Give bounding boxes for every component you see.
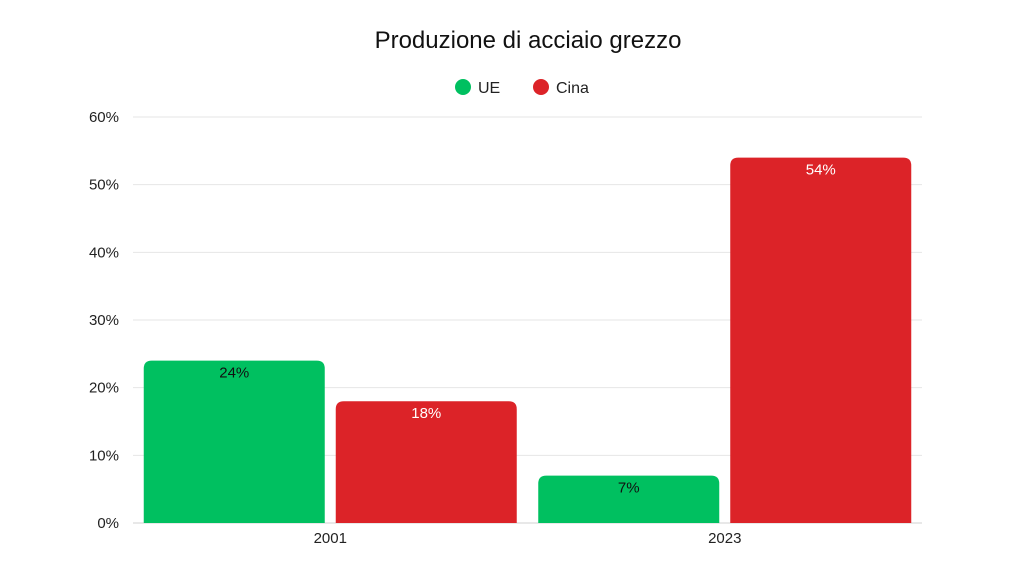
data-label: 24%	[219, 365, 249, 382]
bar-ue-2001[interactable]	[143, 360, 325, 523]
bar-ue-2023[interactable]	[538, 475, 720, 523]
y-tick-label: 10%	[89, 447, 119, 464]
data-label: 7%	[618, 480, 640, 497]
legend-label-cina: Cina	[556, 80, 589, 97]
legend-label-ue: UE	[478, 80, 500, 97]
bars: 24% 18% 7% 54%	[143, 157, 912, 523]
legend-swatch-cina	[533, 79, 549, 95]
legend-item-ue[interactable]: UE	[455, 79, 500, 97]
bar-cina-2023[interactable]	[730, 157, 912, 523]
data-label: 54%	[806, 162, 836, 179]
data-label: 18%	[411, 405, 441, 422]
y-tick-label: 20%	[89, 380, 119, 397]
y-tick-label: 50%	[89, 177, 119, 194]
y-tick-label: 30%	[89, 312, 119, 329]
legend-swatch-ue	[455, 79, 471, 95]
y-tick-label: 40%	[89, 244, 119, 261]
x-tick-label: 2001	[314, 530, 347, 547]
y-tick-label: 60%	[89, 109, 119, 126]
y-axis-ticks: 0% 10% 20% 30% 40% 50% 60%	[89, 109, 119, 532]
y-tick-label: 0%	[97, 515, 119, 532]
x-tick-label: 2023	[708, 530, 741, 547]
chart-title: Produzione di acciaio grezzo	[375, 27, 682, 54]
legend-item-cina[interactable]: Cina	[533, 79, 589, 97]
legend: UE Cina	[455, 79, 589, 97]
bar-cina-2001[interactable]	[335, 401, 517, 523]
x-axis-ticks: 2001 2023	[314, 530, 742, 547]
